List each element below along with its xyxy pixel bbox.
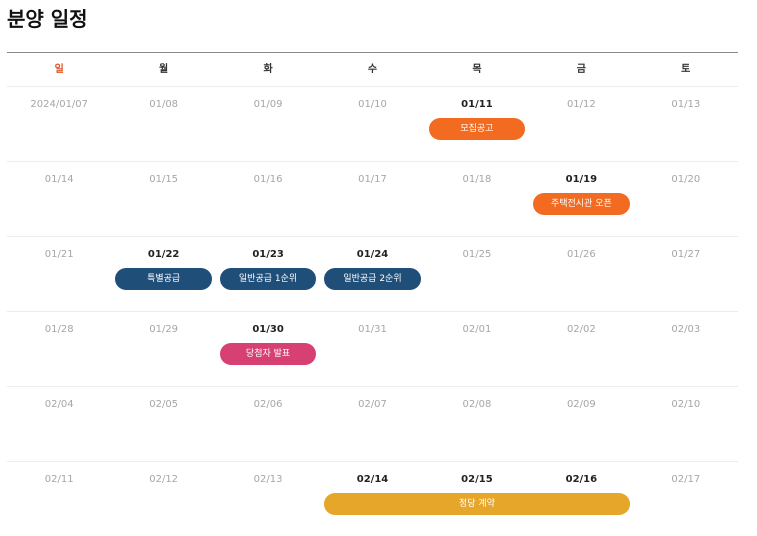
weekday-tue: 화 (263, 64, 273, 75)
day-cell-date: 01/11 (461, 99, 493, 110)
day-cell-date: 01/27 (671, 249, 701, 260)
calendar-week-row: 02/11 02/12 02/13 02/14 02/15 02/16 02/17 정당 계약 (7, 462, 738, 536)
day-cell-date: 02/12 (149, 474, 179, 485)
day-cell-date: 01/08 (149, 99, 179, 110)
day-cell-date: 01/21 (44, 249, 74, 260)
calendar-week-row: 01/28 01/29 01/30 01/31 02/01 02/02 02/03 당첨자 발… (7, 312, 738, 387)
day-cell-date: 01/14 (44, 174, 74, 185)
day-cell-date: 02/07 (358, 399, 387, 410)
day-cell-date: 01/23 (252, 249, 284, 260)
title-divider (7, 52, 738, 53)
day-cell-date: 01/22 (147, 249, 180, 260)
day-cell-date: 01/09 (253, 99, 283, 110)
day-cell-date: 01/15 (149, 174, 179, 185)
calendar-week-row: 01/14 01/15 01/16 01/17 01/18 01/19 01/20 주택전시관… (7, 162, 738, 237)
day-cell-date: 01/29 (149, 324, 179, 335)
day-cell-date: 01/17 (358, 174, 387, 185)
day-cell-date: 01/20 (671, 174, 701, 185)
day-cell-date: 02/14 (356, 474, 389, 485)
weekday-sat: 토 (681, 64, 691, 75)
day-cell-date: 01/16 (253, 174, 283, 185)
event-badge[interactable]: 주택전시관 오픈 (533, 193, 630, 215)
page-title: 분양 일정 (7, 7, 88, 31)
day-cell-date: 02/04 (44, 399, 74, 410)
event-badge[interactable]: 당첨자 발표 (219, 343, 317, 365)
day-cell-date: 02/08 (462, 399, 492, 410)
day-cell-date: 01/12 (566, 99, 596, 110)
event-badge[interactable]: 특별공급 (115, 268, 212, 290)
schedule-calendar: 일 월 화 수 목 금 토 2024/01/07 01/08 01/09 01/10 0… (7, 53, 738, 536)
day-cell-date: 02/17 (671, 474, 701, 485)
calendar-week-row: 02/04 02/05 02/06 02/07 02/08 02/09 02/10 (7, 387, 738, 462)
day-cell-date: 01/26 (566, 249, 596, 260)
weekday-sun: 일 (54, 64, 64, 75)
weekday-thu: 목 (472, 64, 482, 75)
day-cell-date: 01/10 (358, 99, 387, 110)
weekday-wed: 수 (367, 64, 378, 75)
day-cell-date: 01/31 (358, 324, 387, 335)
weekday-mon: 월 (159, 64, 169, 75)
event-badge[interactable]: 일반공급 2순위 (324, 268, 421, 290)
day-cell-date: 02/05 (149, 399, 179, 410)
day-cell-date: 02/09 (566, 399, 596, 410)
event-badge[interactable]: 정당 계약 (324, 493, 630, 515)
day-cell-date: 02/15 (461, 474, 493, 485)
day-cell-date: 02/11 (44, 474, 74, 485)
day-cell-date: 01/19 (565, 174, 598, 185)
calendar-week-row: 01/21 01/22 01/23 01/24 01/25 01/26 01/27 특별공급 일… (7, 237, 738, 312)
day-cell-date: 01/30 (252, 324, 284, 335)
calendar-week-row: 2024/01/07 01/08 01/09 01/10 01/11 01/12 01/13… (7, 87, 738, 162)
weekday-fri: 금 (576, 64, 586, 75)
day-cell-date: 02/02 (566, 324, 596, 335)
day-cell-date: 01/25 (462, 249, 492, 260)
day-cell-date: 02/10 (671, 399, 701, 410)
event-badge[interactable]: 모집공고 (428, 118, 526, 140)
day-cell-date: 02/06 (253, 399, 283, 410)
day-cell-date: 02/01 (462, 324, 492, 335)
day-cell-date: 01/24 (356, 249, 389, 260)
day-cell-date: 01/18 (462, 174, 492, 185)
day-cell-date: 01/13 (671, 99, 701, 110)
event-badge[interactable]: 일반공급 1순위 (219, 268, 317, 290)
day-cell-date: 2024/01/07 (30, 99, 89, 110)
day-cell-date: 01/28 (44, 324, 74, 335)
calendar-weeks: 2024/01/07 01/08 01/09 01/10 01/11 01/12 01/13… (7, 87, 738, 536)
day-cell-date: 02/13 (253, 474, 283, 485)
weekday-header: 일 월 화 수 목 금 토 (7, 53, 738, 87)
day-cell-date: 02/16 (565, 474, 598, 485)
day-cell-date: 02/03 (671, 324, 701, 335)
